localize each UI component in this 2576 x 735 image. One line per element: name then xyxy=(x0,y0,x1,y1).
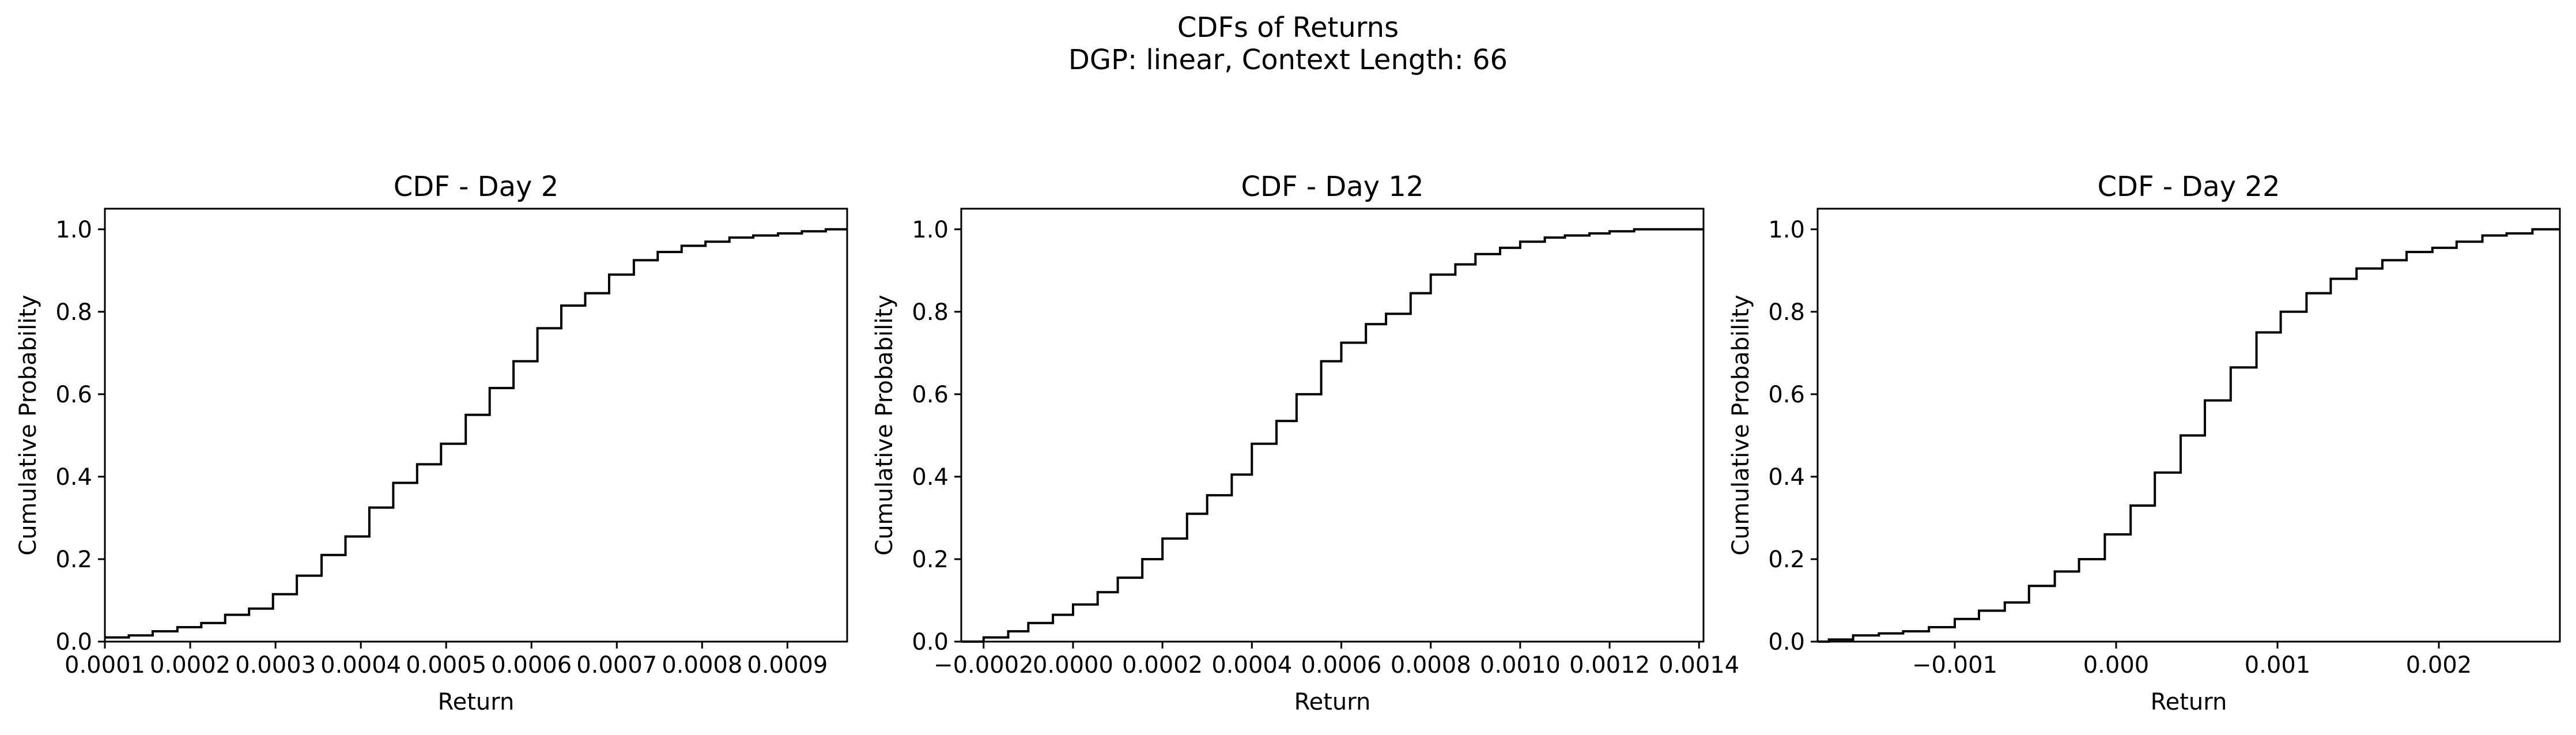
chart-2-x-tick-label: 0.000 xyxy=(2083,652,2150,679)
figure-subtitle: DGP: linear, Context Length: 66 xyxy=(1068,44,1508,76)
chart-2-y-tick-label: 0.2 xyxy=(1768,546,1805,573)
chart-1-y-tick-label: 0.8 xyxy=(912,299,949,326)
chart-1-y-axis-label: Cumulative Probability xyxy=(871,295,898,555)
chart-2-y-tick-label: 1.0 xyxy=(1768,217,1805,243)
chart-0-x-tick-label: 0.0007 xyxy=(576,652,657,679)
chart-0-x-tick-label: 0.0005 xyxy=(406,652,486,679)
chart-1-x-tick-label: 0.0000 xyxy=(1033,652,1113,679)
cdf-day-2-panel: CDF - Day 20.0001 0.0002 0.0003 0.0004 0.000… xyxy=(15,171,848,715)
chart-1-y-tick-label: 0.2 xyxy=(912,546,949,573)
chart-1-x-axis-label: Return xyxy=(1294,689,1371,715)
chart-1-x-tick-label: 0.0014 xyxy=(1659,652,1739,679)
chart-1-x-tick-label: 0.0004 xyxy=(1211,652,1292,679)
chart-1-y-tick-label: 1.0 xyxy=(912,217,949,243)
chart-1-y-tick-label: 0.0 xyxy=(912,629,949,655)
chart-2-y-axis-label: Cumulative Probability xyxy=(1728,295,1754,555)
chart-2-y-tick-label: 0.8 xyxy=(1768,299,1805,326)
chart-2-cdf-step-line xyxy=(1818,228,2560,643)
chart-0-y-tick-label: 0.4 xyxy=(55,464,92,491)
chart-0-cdf-step-line xyxy=(105,228,847,639)
chart-0-y-tick-label: 0.8 xyxy=(55,299,92,326)
cdf-day-22-panel: CDF - Day 22 −0.001 0.000 0.001 0.002 0.0 0.2 0… xyxy=(1728,171,2561,715)
chart-0-y-tick-label: 0.6 xyxy=(55,382,92,408)
chart-2-y-tick-label: 0.4 xyxy=(1768,464,1805,491)
chart-2-x-tick-label: 0.001 xyxy=(2245,652,2311,679)
chart-1-x-tick-label: 0.0006 xyxy=(1301,652,1382,679)
chart-1-x-tick-label: 0.0008 xyxy=(1391,652,1471,679)
chart-0-x-axis-label: Return xyxy=(438,689,515,715)
chart-2-title: CDF - Day 22 xyxy=(2097,171,2280,203)
chart-1-title: CDF - Day 12 xyxy=(1241,171,1423,203)
chart-0-x-tick-label: 0.0003 xyxy=(235,652,316,679)
chart-1-x-tick-label: −0.0002 xyxy=(934,652,1033,679)
chart-0-x-tick-label: 0.0008 xyxy=(662,652,742,679)
chart-1-x-tick-label: 0.0010 xyxy=(1480,652,1561,679)
chart-0-y-tick-label: 0.2 xyxy=(55,546,92,573)
chart-2-x-tick-label: 0.002 xyxy=(2406,652,2472,679)
chart-1-axes-frame xyxy=(960,208,1705,643)
chart-1-cdf-step-line xyxy=(961,228,1704,643)
chart-2-y-tick-label: 0.6 xyxy=(1768,382,1805,408)
chart-2-x-axis-label: Return xyxy=(2151,689,2227,715)
chart-0-x-tick-label: 0.0006 xyxy=(491,652,572,679)
chart-0-title: CDF - Day 2 xyxy=(394,171,559,203)
chart-2-y-tick-label: 0.0 xyxy=(1768,629,1805,655)
chart-0-y-tick-label: 0.0 xyxy=(55,629,92,655)
chart-0-x-tick-label: 0.0002 xyxy=(150,652,231,679)
chart-0-x-tick-label: 0.0009 xyxy=(747,652,828,679)
chart-0-y-tick-label: 1.0 xyxy=(55,217,92,243)
chart-2-axes-frame xyxy=(1816,208,2561,643)
chart-0-x-tick-label: 0.0001 xyxy=(65,652,145,679)
chart-0-x-tick-label: 0.0004 xyxy=(320,652,401,679)
chart-1-x-tick-label: 0.0012 xyxy=(1569,652,1650,679)
chart-0-axes-frame xyxy=(104,208,848,643)
chart-1-y-tick-label: 0.4 xyxy=(912,464,949,491)
chart-0-y-axis-label: Cumulative Probability xyxy=(15,295,41,555)
chart-2-x-tick-label: −0.001 xyxy=(1912,652,1997,679)
figure-title: CDFs of Returns xyxy=(1177,12,1399,44)
chart-1-y-tick-label: 0.6 xyxy=(912,382,949,408)
chart-1-x-tick-label: 0.0002 xyxy=(1122,652,1203,679)
